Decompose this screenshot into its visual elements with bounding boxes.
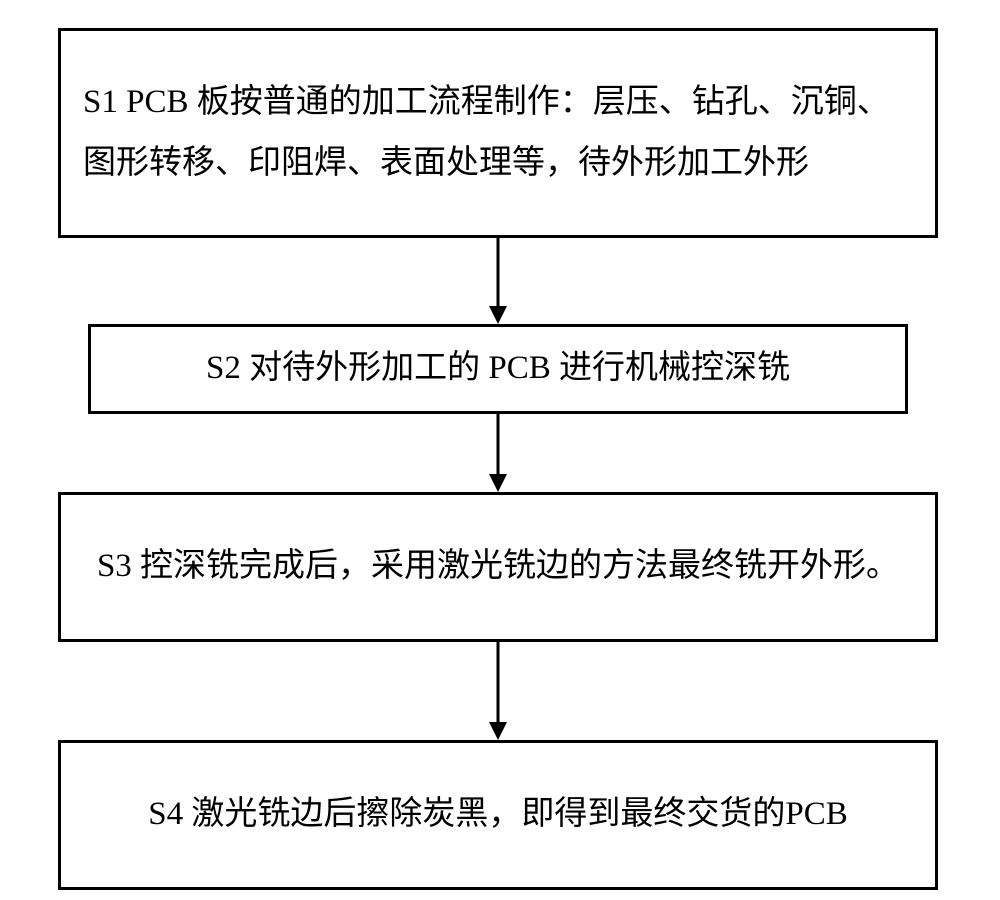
flowchart-node-s3: S3 控深铣完成后，采用激光铣边的方法最终铣开外形。 [58, 492, 938, 642]
flowchart-canvas: S1 PCB 板按普通的加工流程制作：层压、钻孔、沉铜、图形转移、印阻焊、表面处… [0, 0, 1000, 900]
flowchart-node-s2: S2 对待外形加工的 PCB 进行机械控深铣 [88, 324, 908, 414]
flowchart-node-s4: S4 激光铣边后擦除炭黑，即得到最终交货的PCB [58, 740, 938, 890]
node-text: S3 控深铣完成后，采用激光铣边的方法最终铣开外形。 [97, 536, 899, 597]
node-text: S2 对待外形加工的 PCB 进行机械控深铣 [206, 338, 790, 399]
node-text: S1 PCB 板按普通的加工流程制作：层压、钻孔、沉铜、图形转移、印阻焊、表面处… [83, 72, 913, 194]
node-text: S4 激光铣边后擦除炭黑，即得到最终交货的PCB [148, 784, 847, 845]
flowchart-node-s1: S1 PCB 板按普通的加工流程制作：层压、钻孔、沉铜、图形转移、印阻焊、表面处… [58, 28, 938, 238]
